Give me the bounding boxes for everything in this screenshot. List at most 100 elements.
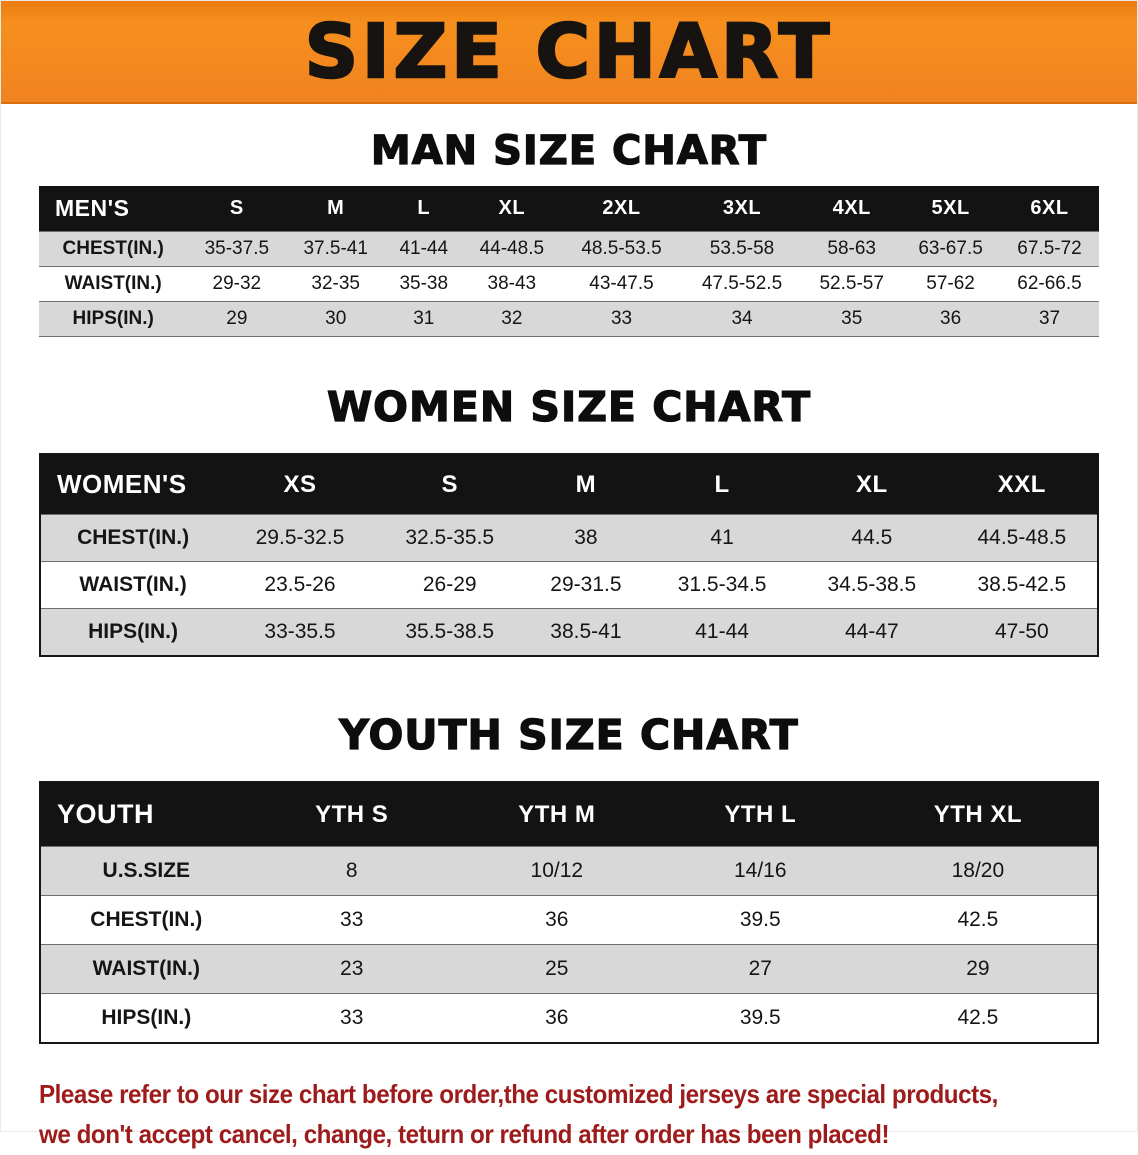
- size-value-cell: 39.5: [739, 1006, 781, 1029]
- size-value-cell: 62-66.5: [1017, 273, 1082, 294]
- disclaimer-line-1: Please refer to our size chart before or…: [39, 1079, 998, 1109]
- size-value-cell: 53.5-58: [709, 238, 775, 259]
- size-value-cell: 29-32: [212, 273, 262, 294]
- size-column-header: YTH M: [451, 782, 662, 847]
- row-label-cell: CHEST(IN.): [77, 526, 190, 549]
- row-label-cell: CHEST(IN.): [62, 238, 164, 259]
- size-value-cell: 23: [340, 957, 364, 980]
- size-value-cell: 32: [501, 308, 523, 329]
- size-value-cell: 35-38: [399, 273, 449, 294]
- size-value-cell: 41-44: [695, 620, 749, 643]
- size-table: YOUTH YTH S YTH M YTH L YTH XL U.S.SIZE 8 10/12…: [39, 781, 1099, 1044]
- size-column-header: YTH L: [661, 782, 859, 847]
- size-value-cell: 44-48.5: [479, 238, 545, 259]
- size-value-cell: 44-47: [844, 620, 899, 643]
- measurement-row: WAIST(IN.) 29-32 32-35 35-38 38-43 43-47.5 47.…: [39, 266, 1099, 302]
- size-value-cell: 10/12: [530, 859, 584, 882]
- size-value-cell: 32.5-35.5: [405, 526, 495, 549]
- youth-section-heading: YOUTH SIZE CHART: [339, 710, 799, 759]
- size-value-cell: 25: [545, 957, 569, 980]
- size-value-cell: 35-37.5: [204, 238, 270, 259]
- size-value-cell: 37.5-41: [303, 238, 368, 259]
- size-column-header: 6XL: [1000, 186, 1099, 232]
- women-size-section: WOMEN SIZE CHART WOMEN'S XS S M L XL XXL CHEST(…: [1, 382, 1137, 657]
- size-value-cell: 57-62: [926, 273, 975, 294]
- size-value-cell: 34: [731, 308, 753, 329]
- size-value-cell: 29.5-32.5: [255, 526, 345, 549]
- row-label-cell: U.S.SIZE: [102, 859, 191, 882]
- size-column-header: 2XL: [561, 186, 682, 232]
- size-value-cell: 33: [340, 908, 364, 931]
- size-value-cell: 8: [345, 859, 358, 882]
- size-column-header: 4XL: [802, 186, 902, 232]
- size-column-header: XS: [225, 454, 375, 515]
- size-value-cell: 29: [966, 957, 990, 980]
- size-value-cell: 39.5: [739, 908, 781, 931]
- row-label-cell: WAIST(IN.): [92, 957, 200, 980]
- size-value-cell: 33: [610, 308, 633, 329]
- size-value-cell: 67.5-72: [1017, 238, 1082, 259]
- size-value-cell: 42.5: [957, 1006, 999, 1029]
- size-value-cell: 44.5: [851, 526, 893, 549]
- page-title: SIZE CHART: [304, 8, 834, 95]
- size-value-cell: 47.5-52.5: [701, 273, 783, 294]
- size-table-header-row: MEN'S S M L XL 2XL 3XL 4XL 5XL 6XL: [39, 186, 1099, 232]
- size-value-cell: 23.5-26: [264, 573, 336, 596]
- size-value-cell: 27: [748, 957, 772, 980]
- size-column-header: XXL: [946, 454, 1098, 515]
- size-value-cell: 30: [325, 308, 347, 329]
- table-title-cell: MEN'S: [39, 186, 188, 232]
- size-value-cell: 48.5-53.5: [581, 238, 662, 259]
- measurement-row: WAIST(IN.) 23.5-26 26-29 29-31.5 31.5-34.5 34…: [40, 561, 1098, 609]
- size-value-cell: 52.5-57: [819, 273, 884, 294]
- size-value-cell: 33: [340, 1006, 364, 1029]
- measurement-row: CHEST(IN.) 35-37.5 37.5-41 41-44 44-48.5 48.5…: [39, 231, 1099, 267]
- size-value-cell: 43-47.5: [589, 273, 654, 294]
- size-value-cell: 35: [841, 308, 863, 329]
- youth-size-section: YOUTH SIZE CHART YOUTH YTH S YTH M YTH L YTH…: [1, 710, 1137, 1044]
- size-value-cell: 33-35.5: [264, 620, 336, 643]
- measurement-row: CHEST(IN.) 33 36 39.5 42.5: [40, 895, 1098, 945]
- size-value-cell: 35.5-38.5: [405, 620, 495, 643]
- measurement-row: WAIST(IN.) 23 25 27 29: [40, 944, 1098, 994]
- youth-size-table: YOUTH YTH S YTH M YTH L YTH XL U.S.SIZE 8 10/12…: [39, 781, 1099, 1044]
- size-value-cell: 31: [413, 308, 435, 329]
- size-value-cell: 44.5-48.5: [977, 526, 1067, 549]
- size-value-cell: 63-67.5: [918, 238, 983, 259]
- disclaimer-line-2: we don't accept cancel, change, teturn o…: [39, 1119, 890, 1150]
- size-column-header: S: [187, 186, 287, 232]
- table-title-cell: WOMEN'S: [40, 454, 226, 515]
- size-value-cell: 26-29: [422, 573, 477, 596]
- banner: SIZE CHART: [1, 1, 1137, 104]
- row-label-cell: CHEST(IN.): [90, 908, 203, 931]
- measurement-row: CHEST(IN.) 29.5-32.5 32.5-35.5 38 41 44.5 44.5…: [40, 514, 1098, 562]
- row-label-cell: WAIST(IN.): [79, 573, 187, 596]
- women-section-heading: WOMEN SIZE CHART: [326, 382, 812, 431]
- size-value-cell: 38.5-42.5: [977, 573, 1067, 596]
- size-value-cell: 31.5-34.5: [677, 573, 767, 596]
- size-value-cell: 34.5-38.5: [827, 573, 917, 596]
- size-column-header: XL: [796, 454, 947, 515]
- size-table: WOMEN'S XS S M L XL XXL CHEST(IN.) 29.5-32.5 32.5…: [39, 453, 1099, 657]
- measurement-row: HIPS(IN.) 33 36 39.5 42.5: [40, 993, 1098, 1043]
- size-column-header: L: [385, 186, 463, 232]
- size-value-cell: 36: [940, 308, 962, 329]
- size-value-cell: 41-44: [399, 238, 449, 259]
- size-column-header: S: [374, 454, 525, 515]
- size-column-header: YTH S: [251, 782, 452, 847]
- size-table-header-row: YOUTH YTH S YTH M YTH L YTH XL: [40, 782, 1098, 847]
- size-column-header: 5XL: [901, 186, 1001, 232]
- women-size-table: WOMEN'S XS S M L XL XXL CHEST(IN.) 29.5-32.5 32.5…: [39, 453, 1099, 657]
- size-value-cell: 18/20: [951, 859, 1005, 882]
- measurement-row: HIPS(IN.) 29 30 31 32 33 34 35 36 37: [39, 301, 1099, 337]
- size-value-cell: 38.5-41: [550, 620, 622, 643]
- measurement-row: HIPS(IN.) 33-35.5 35.5-38.5 38.5-41 41-44 44-…: [40, 608, 1098, 656]
- row-label-cell: HIPS(IN.): [101, 1006, 192, 1029]
- size-value-cell: 38-43: [487, 273, 537, 294]
- size-column-header: M: [524, 454, 648, 515]
- size-value-cell: 36: [545, 908, 569, 931]
- size-value-cell: 29-31.5: [550, 573, 622, 596]
- size-value-cell: 14/16: [733, 859, 787, 882]
- men-size-section: MAN SIZE CHART MEN'S S M L XL 2XL 3XL 4XL 5XL 6XL…: [1, 127, 1137, 337]
